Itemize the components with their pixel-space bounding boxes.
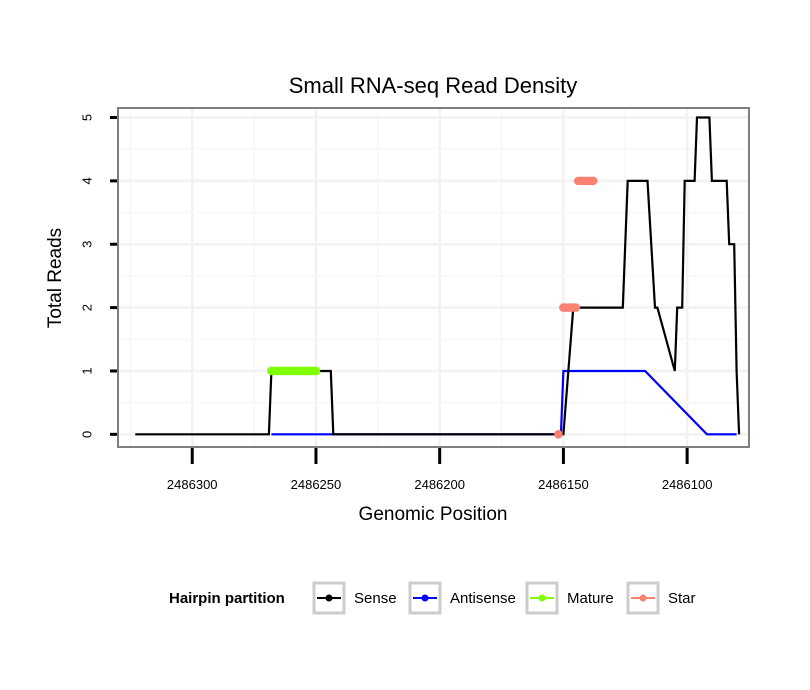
x-tick-label: 2486100 — [662, 477, 713, 492]
legend-title: Hairpin partition — [169, 590, 285, 607]
star-point — [554, 430, 563, 439]
series-layer — [135, 116, 741, 439]
legend-swatch-point-star — [639, 594, 647, 602]
x-axis-title: Genomic Position — [359, 504, 508, 525]
legend-label-antisense: Antisense — [450, 590, 516, 607]
star-point — [571, 303, 581, 312]
y-tick-label: 2 — [80, 304, 95, 311]
y-axis: 0 1 2 3 4 5 — [80, 114, 117, 438]
x-axis: 2486300 2486250 2486200 2486150 2486100 — [167, 448, 713, 492]
legend-swatch-point-antisense — [421, 594, 429, 602]
plot-border — [117, 107, 750, 448]
y-tick-label: 1 — [80, 367, 95, 374]
y-tick-label: 5 — [80, 114, 95, 121]
legend-label-star: Star — [668, 590, 696, 607]
sense-tail-series-line — [735, 370, 741, 435]
y-tick-label: 0 — [80, 431, 95, 438]
legend: Hairpin partition Sense Antisense Mature St… — [169, 581, 696, 615]
y-axis-title: Total Reads — [45, 228, 66, 328]
y-tick-label: 4 — [80, 177, 95, 184]
legend-swatch-point-mature — [538, 594, 546, 602]
x-tick-label: 2486250 — [291, 477, 342, 492]
x-tick-label: 2486150 — [538, 477, 589, 492]
y-tick-label: 3 — [80, 241, 95, 248]
legend-label-sense: Sense — [354, 590, 397, 607]
plot-panel — [118, 108, 749, 447]
mature-point — [311, 366, 321, 376]
legend-label-mature: Mature — [567, 590, 614, 607]
legend-swatch-point-sense — [325, 594, 333, 602]
chart-title: Small RNA-seq Read Density — [289, 73, 578, 98]
x-tick-label: 2486200 — [414, 477, 465, 492]
x-tick-label: 2486300 — [167, 477, 218, 492]
sense-series-line — [135, 116, 738, 436]
star-point — [588, 176, 598, 186]
